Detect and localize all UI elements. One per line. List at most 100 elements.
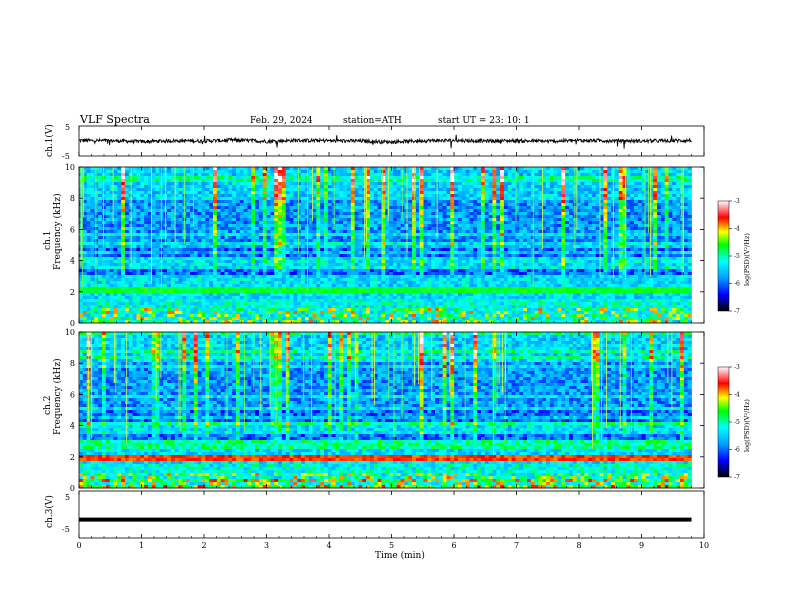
spectrogram-cell xyxy=(488,215,493,219)
spectrogram-cell xyxy=(492,179,497,183)
spectrogram-cell xyxy=(618,191,623,195)
spectrogram-cell xyxy=(450,179,455,183)
spectrogram-cell xyxy=(320,218,325,222)
spectrogram-cell xyxy=(320,227,325,231)
spectrogram-cell xyxy=(549,227,555,231)
spectrogram-cell xyxy=(216,227,221,231)
spectrogram-cell xyxy=(316,227,321,231)
spectrogram-cell xyxy=(381,242,386,246)
spectrogram-cell xyxy=(278,218,283,222)
spectrogram-cell xyxy=(427,212,432,216)
spectrogram-cell xyxy=(553,215,558,219)
spectrogram-cell xyxy=(281,248,287,252)
spectrogram-cell xyxy=(465,254,470,258)
spectrogram-cell xyxy=(113,254,118,258)
spectrogram-cell xyxy=(354,227,359,231)
spectrogram-cell xyxy=(346,200,352,204)
spectrogram-cell xyxy=(251,233,256,237)
spectrogram-cell xyxy=(209,197,214,201)
spectrogram-cell xyxy=(86,188,91,192)
spectrogram-cell xyxy=(247,182,252,186)
spectrogram-cell xyxy=(289,242,294,246)
spectrogram-cell xyxy=(591,221,597,225)
spectrogram-cell xyxy=(500,170,505,174)
spectrogram-cell xyxy=(488,251,493,255)
spectrogram-cell xyxy=(450,170,455,174)
spectrogram-cell xyxy=(389,257,394,261)
spectrogram-cell xyxy=(626,185,631,189)
spectrogram-cell xyxy=(477,242,482,246)
spectrogram-cell xyxy=(584,206,589,210)
spectrogram-cell xyxy=(151,185,156,189)
spectrogram-cell xyxy=(278,173,283,177)
spectrogram-cell xyxy=(427,188,432,192)
spectrogram-cell xyxy=(324,167,329,171)
spectrogram-cell xyxy=(117,248,122,252)
spectrogram-cell xyxy=(599,194,604,198)
spectrogram-cell xyxy=(523,242,528,246)
spectrogram-cell xyxy=(190,254,195,258)
spectrogram-cell xyxy=(262,221,267,225)
spectrogram-cell xyxy=(607,179,612,183)
spectrogram-cell xyxy=(235,224,241,228)
spectrogram-cell xyxy=(101,233,107,237)
spectrogram-cell xyxy=(274,197,279,201)
spectrogram-cell xyxy=(653,218,658,222)
spectrogram-cell xyxy=(400,239,405,243)
spectrogram-cell xyxy=(438,167,444,171)
spectrogram-cell xyxy=(576,239,581,243)
spectrogram-cell xyxy=(144,173,149,177)
spectrogram-cell xyxy=(419,179,424,183)
spectrogram-cell xyxy=(657,167,662,171)
spectrogram-cell xyxy=(687,230,692,234)
spectrogram-cell xyxy=(109,212,114,216)
spectrogram-cell xyxy=(258,191,264,195)
spectrogram-cell xyxy=(151,218,156,222)
spectrogram-cell xyxy=(163,245,168,249)
spectrogram-cell xyxy=(216,218,221,222)
spectrogram-cell xyxy=(553,236,558,240)
ch1-ytick-bottom: -5 xyxy=(62,152,70,161)
spectrogram-cell xyxy=(243,221,248,225)
spectrogram-cell xyxy=(649,203,654,207)
spectrogram-cell xyxy=(626,233,631,237)
spectrogram-cell xyxy=(660,167,666,171)
spectrogram-cell xyxy=(308,233,313,237)
spectrogram-cell xyxy=(140,212,145,216)
spectrogram-cell xyxy=(285,170,290,174)
spectrogram-cell xyxy=(228,200,233,204)
spectrogram-cell xyxy=(672,236,677,240)
spectrogram-cell xyxy=(228,176,233,180)
spectrogram-cell xyxy=(232,185,237,189)
spectrogram-cell xyxy=(465,197,470,201)
spectrogram-cell xyxy=(614,179,620,183)
spectrogram-cell xyxy=(473,188,478,192)
spectrogram-cell xyxy=(132,203,137,207)
spectrogram-cell xyxy=(496,242,501,246)
spectrogram-cell xyxy=(350,185,355,189)
spectrogram-cell xyxy=(557,230,562,234)
spectrogram-cell xyxy=(270,251,275,255)
spectrogram-cell xyxy=(427,185,432,189)
spectrogram-cell xyxy=(584,167,589,171)
spectrogram-cell xyxy=(500,224,505,228)
spectrogram-cell xyxy=(664,200,669,204)
spectrogram-cell xyxy=(197,248,202,252)
spectrogram-cell xyxy=(442,188,447,192)
spectrogram-cell xyxy=(316,248,321,252)
spectrogram-cell xyxy=(400,179,405,183)
spectrogram-cell xyxy=(454,188,459,192)
spectrogram-cell xyxy=(637,185,643,189)
spectrogram-cell xyxy=(480,185,486,189)
spectrogram-cell xyxy=(281,179,287,183)
spectrogram-cell xyxy=(553,242,558,246)
spectrogram-cell xyxy=(396,167,401,171)
spectrogram-cell xyxy=(101,239,107,243)
spectrogram-cell xyxy=(327,236,333,240)
spectrogram-cell xyxy=(220,242,225,246)
spectrogram-cell xyxy=(343,209,348,213)
spectrogram-cell xyxy=(511,197,516,201)
spectrogram-cell xyxy=(400,200,405,204)
spectrogram-cell xyxy=(109,173,114,177)
spectrogram-cell xyxy=(580,209,585,213)
